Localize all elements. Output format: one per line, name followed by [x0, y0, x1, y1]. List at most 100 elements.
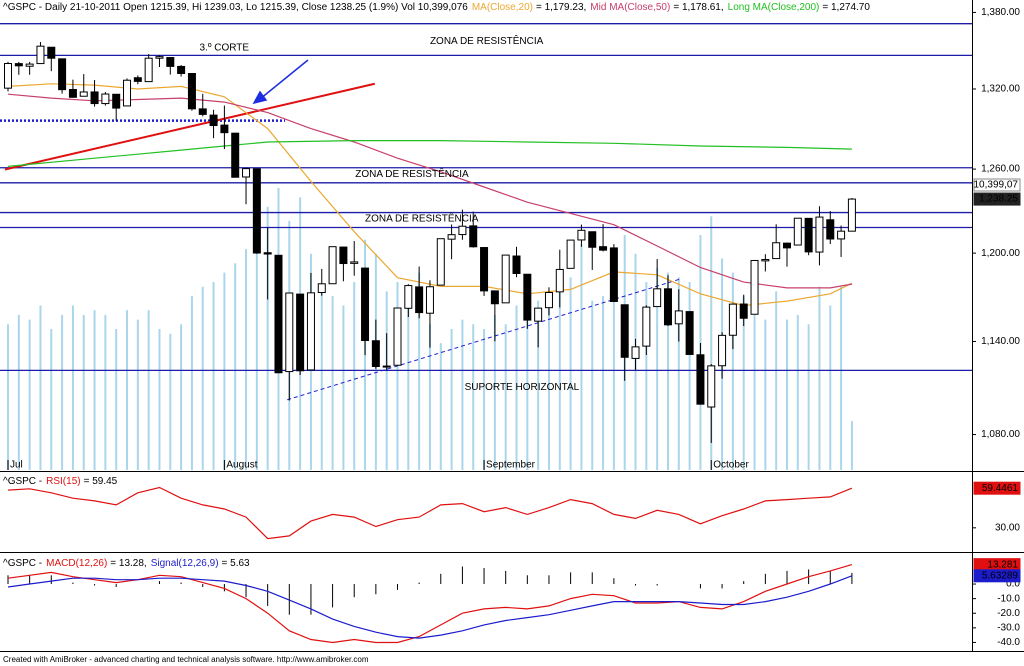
x-tick-label: October — [713, 460, 749, 471]
value-box-label: 1,238.25 — [979, 194, 1018, 205]
candle-body — [631, 346, 640, 359]
candle-body — [90, 91, 99, 105]
candle-body — [68, 88, 77, 98]
candle-body — [79, 91, 88, 97]
candle-body — [696, 354, 705, 405]
legend-value: = 1,274.70 — [822, 2, 870, 13]
candle-body — [685, 311, 694, 355]
arrow-shaft — [259, 59, 309, 100]
candle-body — [772, 242, 781, 260]
header-title: ^GSPC - Daily 21-10-2011 Open 1215.39, H… — [3, 2, 468, 13]
candle-body — [588, 231, 597, 248]
candle-body — [847, 198, 856, 232]
legend-value: = 5.63 — [222, 558, 251, 569]
candle-body — [653, 288, 662, 308]
candle-body — [512, 255, 521, 274]
candle-body — [220, 124, 229, 134]
candle-body — [750, 259, 759, 315]
candle-body — [555, 268, 564, 293]
candle-body — [425, 286, 434, 314]
series-line — [7, 140, 852, 167]
y-tick-label: 1,320.00 — [981, 84, 1020, 95]
candle-body — [415, 286, 424, 314]
footer: Created with AmiBroker - advanced charti… — [3, 655, 369, 664]
candle-body — [36, 45, 45, 65]
candle-body — [599, 246, 608, 251]
candle-body — [804, 217, 813, 253]
candle-body — [317, 283, 326, 293]
candle-body — [793, 217, 802, 246]
candle-body — [642, 306, 651, 347]
y-tick-label: 1,140.00 — [981, 336, 1020, 347]
candle-body — [382, 365, 391, 368]
panel-header: ^GSPC - Daily 21-10-2011 Open 1215.39, H… — [3, 2, 870, 13]
candle-body — [155, 56, 164, 59]
candle-body — [404, 285, 413, 309]
value-box-label: 5.63289 — [982, 570, 1019, 581]
annotation: ZONA DE RESISTÊNCIA — [365, 212, 479, 225]
candle-body — [815, 216, 824, 253]
series-line — [7, 564, 853, 644]
candle-body — [339, 246, 348, 265]
candle-body — [544, 291, 553, 309]
candle-body — [447, 234, 456, 240]
value-box — [973, 569, 1021, 583]
header-title: ^GSPC - — [3, 558, 42, 569]
candle-body — [328, 246, 337, 285]
value-box — [973, 481, 1021, 495]
candle-body — [534, 307, 543, 322]
y-tick-label: 30.00 — [995, 522, 1020, 533]
frame — [0, 0, 1024, 652]
candle-body — [577, 229, 586, 241]
y-tick-label: -20.0 — [997, 608, 1020, 619]
candle-body — [101, 93, 110, 105]
candle-body — [393, 307, 402, 366]
legend-value: = 59.45 — [84, 476, 118, 487]
legend-value: = 1,179.23, — [536, 2, 586, 13]
candle-body — [144, 57, 153, 83]
y-tick-label: 1,200.00 — [981, 248, 1020, 259]
candle-body — [306, 292, 315, 371]
annotation: 3.º CORTE — [200, 42, 250, 53]
candle-body — [296, 293, 305, 372]
candle-body — [47, 46, 56, 59]
y-tick-label: 0.0 — [1006, 579, 1020, 590]
candle-body — [231, 132, 240, 178]
series-line — [7, 93, 853, 289]
candle-body — [242, 168, 251, 178]
candle-body — [761, 259, 770, 262]
arrow — [252, 59, 309, 105]
annotation: ZONA DE RESISTÊNCIA — [355, 167, 469, 180]
y-tick-label: 1,380.00 — [981, 7, 1020, 18]
annotation: ZONA DE RESISTÊNCIA — [430, 34, 544, 47]
trend-line — [4, 82, 376, 171]
y-tick-label: -30.0 — [997, 622, 1020, 633]
plot-layer: Jul August September October 3.º CORTE ZONA D… — [0, 2, 1021, 648]
legend-entry: Mid MA(Close,50) — [590, 2, 670, 13]
y-tick-label: -40.0 — [997, 637, 1020, 648]
candle-body — [674, 310, 683, 325]
legend-value: = 13.28, — [110, 558, 146, 569]
y-tick-label: 1,260.00 — [981, 164, 1020, 175]
candle-body — [166, 57, 175, 67]
candle-body — [274, 254, 283, 374]
volume-box-label: 10,399,07 — [974, 180, 1019, 191]
legend-entry: RSI(15) — [46, 476, 80, 487]
arrow-head — [252, 90, 268, 105]
value-box — [973, 192, 1021, 206]
candle-body — [609, 247, 618, 302]
candle-body — [198, 108, 207, 115]
y-tick-label: -10.0 — [997, 593, 1020, 604]
candle-body — [458, 225, 467, 236]
candle-body — [566, 239, 575, 269]
legend-entry: MACD(12,26) — [46, 558, 107, 569]
candle-body — [663, 288, 672, 326]
x-tick-label: August — [226, 460, 257, 471]
candle-body — [480, 247, 489, 292]
panel-header: ^GSPC - MACD(12,26) = 13.28, Signal(12,26,9… — [3, 558, 250, 569]
candle-body — [739, 303, 748, 319]
series-line — [7, 575, 853, 639]
candle-body — [209, 114, 218, 127]
candle-body — [14, 63, 23, 67]
